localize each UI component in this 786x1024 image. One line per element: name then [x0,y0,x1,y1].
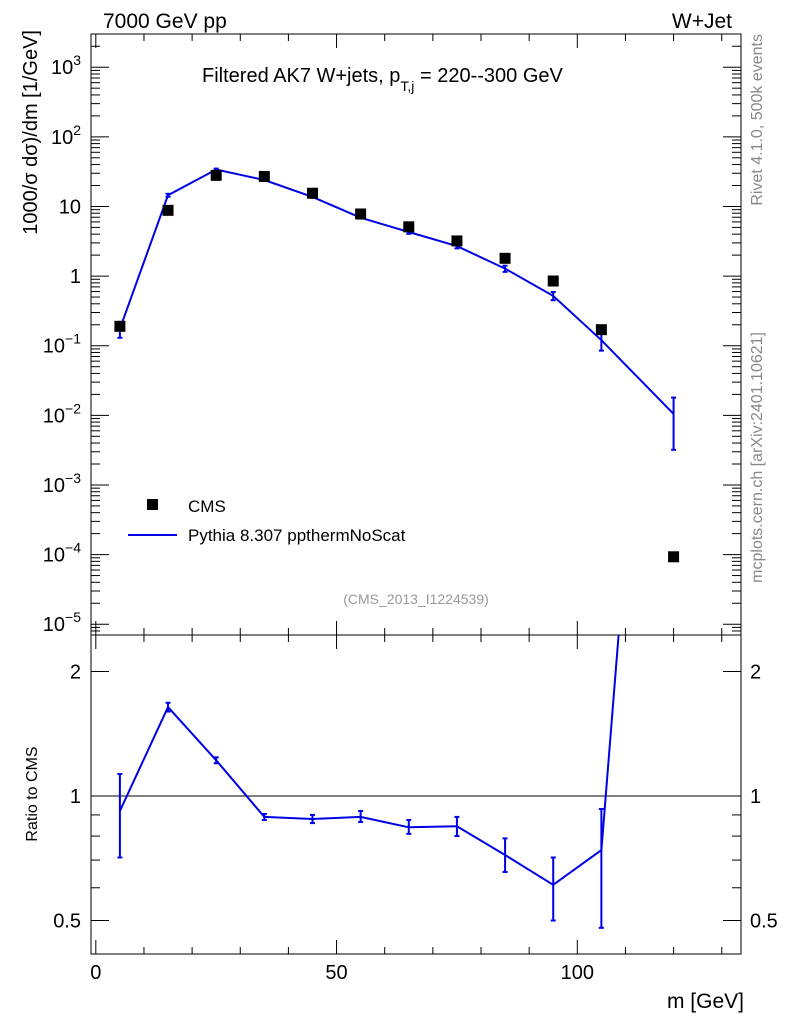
cms-data-point [162,204,174,216]
cms-data-point [114,320,126,332]
cms-data-point [306,187,318,199]
main-y-tick-label: 1 [70,266,81,288]
ratio-y-tick-label-left: 1 [70,786,81,808]
cms-data-point [668,551,680,563]
ratio-y-tick-label-right: 2 [750,661,761,683]
legend-pythia-label: Pythia 8.307 ppthermNoScat [188,526,406,545]
main-title: Filtered AK7 W+jets, pT,j = 220--300 GeV [202,65,564,94]
x-axis-label: m [GeV] [667,990,744,1013]
main-panel-ticks [91,33,741,636]
legend-cms-label: CMS [188,497,226,516]
header-right-label: W+Jet [672,10,732,33]
main-error-bars [117,167,677,451]
main-y-tick-label: 10−1 [43,331,81,358]
side-label-rivet: Rivet 4.1.0, 500k events [749,34,766,206]
legend: CMS Pythia 8.307 ppthermNoScat [128,497,406,545]
cms-data-point [210,169,222,181]
main-y-tick-label: 10−4 [43,540,81,567]
ratio-y-axis-label: Ratio to CMS [24,746,41,841]
ratio-panel-ticks [91,635,741,954]
ratio-series-line [118,634,620,887]
x-tick-label: 100 [561,962,594,984]
ratio-y-tick-label-left: 0.5 [53,911,81,933]
cms-data-point [258,170,270,182]
x-tick-label: 0 [90,962,101,984]
analysis-id: (CMS_2013_I1224539) [343,591,489,607]
side-label-mcplots: mcplots.cern.ch [arXiv:2401.10621] [749,332,766,583]
main-y-tick-label: 10−5 [43,609,81,636]
main-y-tick-label: 102 [51,122,81,149]
main-y-axis-label: 1000/σ dσ)/dm [1/GeV] [20,30,42,235]
main-y-tick-label: 10−2 [43,400,81,427]
main-data-markers [114,169,680,563]
ratio-y-tick-label-right: 1 [750,786,761,808]
cms-data-point [451,235,463,247]
cms-data-point [355,208,367,220]
cms-data-point [403,221,415,233]
ratio-y-tick-label-right: 0.5 [750,911,778,933]
ratio-error-bars [117,701,604,929]
main-title-tail: = 220--300 GeV [414,65,563,87]
cms-data-point [499,252,511,264]
main-title-subscript: T,j [400,78,414,94]
cms-data-point [595,324,607,336]
main-series-line [118,168,675,415]
x-tick-labels: 0 50 100 [90,962,594,984]
main-y-tick-label: 103 [51,52,81,79]
cms-data-point [547,275,559,287]
header-left-label: 7000 GeV pp [103,10,227,33]
ratio-y-tick-labels: 0.5 0.5 1 1 2 2 [53,661,778,932]
main-y-tick-label: 10−3 [43,470,81,497]
x-tick-label: 50 [325,962,347,984]
main-y-tick-labels: 10−5 10−4 10−3 10−2 10−1 1 10 102 103 [43,52,81,636]
main-y-tick-label: 10 [59,196,81,218]
ratio-panel-frame [90,634,742,955]
ratio-y-tick-label-left: 2 [70,661,81,683]
legend-cms-marker [147,499,158,510]
